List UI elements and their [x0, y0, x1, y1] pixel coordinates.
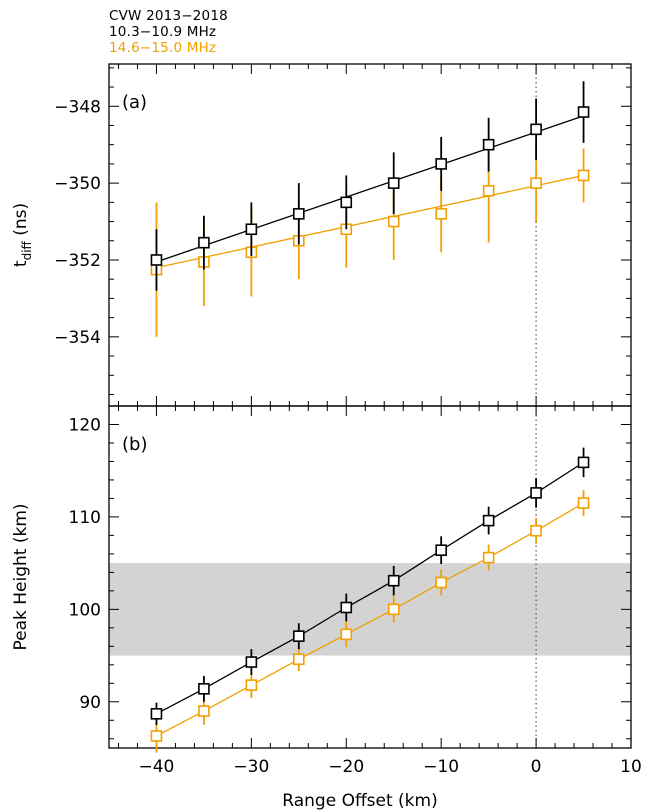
- axes-frame-b: [108, 405, 632, 749]
- data-point-1: [530, 123, 542, 136]
- y-axis-label-a: tdiff (ns): [11, 203, 34, 267]
- data-point-1: [387, 177, 400, 189]
- axes-frame-a: [108, 63, 632, 407]
- x-tick-label: −20: [328, 757, 364, 777]
- data-point-1: [198, 236, 210, 249]
- shaded-band: [109, 563, 631, 656]
- legend-band1: 10.3−10.9 MHz: [109, 24, 217, 40]
- data-point-2: [198, 705, 210, 717]
- data-point-2: [577, 169, 590, 182]
- data-point-1: [340, 196, 353, 209]
- data-point-2: [150, 730, 163, 742]
- y-tick-label-b: 100: [69, 600, 101, 620]
- data-point-1: [150, 707, 163, 720]
- panel-label-b: (b): [122, 434, 147, 455]
- y-tick-label-a: −354: [54, 328, 101, 348]
- legend-source: CVW 2013−2018: [109, 8, 228, 24]
- data-point-2: [340, 628, 353, 641]
- panel-label-a: (a): [122, 92, 147, 113]
- data-point-1: [293, 630, 305, 642]
- data-point-2: [482, 185, 495, 197]
- x-tick-label: −30: [233, 757, 269, 777]
- data-point-1: [435, 544, 447, 556]
- data-point-2: [530, 524, 542, 537]
- data-point-1: [340, 601, 353, 614]
- data-point-1: [482, 138, 495, 151]
- data-point-1: [245, 656, 258, 668]
- y-tick-label-a: −348: [54, 97, 101, 117]
- x-tick-label: 10: [620, 757, 642, 777]
- data-point-2: [245, 679, 258, 691]
- legend-band2: 14.6−15.0 MHz: [109, 40, 217, 56]
- y-tick-label-b: 120: [69, 415, 101, 435]
- data-point-1: [150, 254, 163, 266]
- data-point-2: [435, 208, 447, 220]
- data-point-2: [387, 215, 400, 228]
- y-tick-label-b: 110: [69, 508, 101, 528]
- panel-b: 90 100 110 120 −40 −30 −20 −10 0 10 Range Offset (…: [11, 405, 642, 811]
- data-point-2: [482, 551, 495, 564]
- data-point-2: [530, 177, 542, 189]
- data-point-1: [530, 487, 542, 499]
- y-tick-label-a: −352: [54, 251, 101, 271]
- data-point-2: [387, 603, 400, 616]
- data-point-2: [293, 653, 305, 666]
- data-point-1: [198, 683, 210, 695]
- data-point-1: [245, 223, 258, 236]
- x-axis-label: Range Offset (km): [282, 791, 437, 811]
- data-point-1: [577, 456, 590, 469]
- y-axis-label-b: Peak Height (km): [11, 503, 31, 650]
- series-line-2: [156, 502, 584, 737]
- data-point-1: [435, 158, 447, 170]
- y-tick-label-b: 90: [79, 693, 101, 713]
- data-point-1: [482, 514, 495, 527]
- x-tick-label: 0: [531, 757, 542, 777]
- y-tick-label-a: −350: [54, 174, 101, 194]
- data-point-1: [387, 574, 400, 587]
- data-point-2: [577, 497, 590, 509]
- x-tick-label: −40: [139, 757, 175, 777]
- data-point-2: [435, 576, 447, 589]
- data-point-1: [577, 106, 590, 118]
- series-line-1: [156, 115, 584, 263]
- x-tick-label: −10: [423, 757, 459, 777]
- series-line-2: [156, 174, 584, 269]
- panel-a: −354 −352 −350 −348 tdiff (ns) (a): [11, 63, 632, 407]
- series-line-1: [156, 461, 584, 715]
- data-point-1: [293, 208, 305, 220]
